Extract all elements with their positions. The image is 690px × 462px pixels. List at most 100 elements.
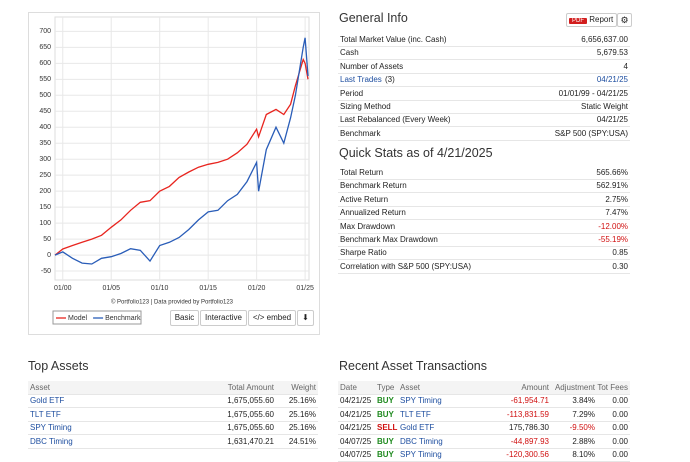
row-value: 5,679.53	[596, 48, 628, 58]
row-value: 2.75%	[605, 194, 628, 204]
x-tick-label: 01/00	[54, 285, 72, 292]
row-value: 0.85	[612, 248, 628, 258]
asset-name[interactable]: DBC Timing	[30, 436, 73, 446]
table-row: Number of Assets 4	[338, 60, 630, 74]
chart-panel	[28, 12, 320, 335]
table-row: SPY Timing 1,675,055.60 25.16%	[28, 421, 318, 436]
asset-name[interactable]: SPY Timing	[400, 396, 442, 406]
asset-name[interactable]: DBC Timing	[400, 436, 443, 446]
table-row: Cash 5,679.53	[338, 46, 630, 61]
y-tick-label: 200	[39, 188, 51, 195]
row-label: Benchmark Max Drawdown	[340, 235, 438, 244]
plot-area	[54, 16, 310, 281]
table-row: 04/21/25 SELL Gold ETF 175,786.30 -9.50% 0.00	[338, 421, 630, 436]
type: BUY	[377, 450, 394, 459]
series-line	[54, 57, 309, 256]
row-value: 01/01/99 - 04/21/25	[558, 88, 628, 98]
adjustment: 3.84%	[572, 396, 595, 406]
asset-name[interactable]: Gold ETF	[30, 396, 65, 406]
row-value: 4	[623, 61, 628, 71]
type: BUY	[377, 436, 394, 446]
date: 04/21/25	[340, 423, 372, 433]
y-tick-label: 450	[39, 108, 51, 115]
table-row: Gold ETF 1,675,055.60 25.16%	[28, 394, 318, 409]
asset-name[interactable]: SPY Timing	[30, 423, 72, 433]
type: SELL	[377, 423, 398, 433]
row-label: Benchmark	[340, 128, 381, 138]
y-tick-label: 350	[39, 140, 51, 147]
row-label: Period	[340, 88, 364, 98]
row-label: Benchmark Return	[340, 181, 407, 191]
asset-name[interactable]: Gold ETF	[400, 423, 435, 433]
table-row: 04/07/25 BUY SPY Timing -120,300.56 8.10% 0.0…	[338, 448, 630, 462]
amount: -120,300.56	[506, 450, 549, 459]
row-value[interactable]: 04/21/25	[596, 75, 628, 85]
row-label: Annualized Return	[340, 208, 406, 218]
total-fees: 0.00	[612, 436, 628, 446]
x-tick-label: 01/05	[102, 285, 120, 292]
row-label: Cash	[340, 48, 359, 58]
x-tick-label: 01/20	[248, 285, 266, 292]
adjustment: 2.88%	[572, 436, 595, 446]
table-header: Asset Total Amount Weight	[28, 381, 318, 395]
amount: -44,897.93	[510, 436, 549, 446]
row-label: Total Market Value (inc. Cash)	[340, 35, 447, 44]
x-tick-label: 01/10	[151, 285, 169, 292]
column-header: Date	[340, 383, 357, 392]
row-label: Sizing Method	[340, 102, 391, 111]
asset-name[interactable]: SPY Timing	[400, 450, 442, 459]
total-amount: 1,675,055.60	[227, 396, 274, 406]
section-title: Quick Stats as of 4/21/2025	[339, 146, 493, 160]
type: BUY	[377, 409, 394, 419]
settings-button[interactable]: ⚙	[617, 13, 632, 27]
y-tick-label: 550	[39, 76, 51, 83]
table-row: Benchmark S&P 500 (SPY:USA)	[338, 127, 630, 141]
weight: 25.16%	[288, 409, 316, 419]
table-header: Date Type Asset Amount Adjustment Tot Fees	[338, 381, 630, 395]
table-row: DBC Timing 1,631,470.21 24.51%	[28, 435, 318, 449]
row-value: 562.91%	[596, 181, 628, 191]
asset-name[interactable]: TLT ETF	[30, 409, 61, 419]
row-value: -55.19%	[598, 235, 628, 244]
chart-credit: © Portfolio123 | Data provided by Portfo…	[111, 299, 234, 306]
adjustment: 8.10%	[572, 450, 595, 459]
weight: 25.16%	[288, 396, 316, 406]
report-button[interactable]: PDF Report	[566, 13, 617, 27]
column-header: Type	[377, 383, 395, 392]
row-value: Static Weight	[581, 102, 628, 111]
section-title: Top Assets	[28, 359, 89, 373]
row-note: (3)	[385, 75, 395, 85]
row-label[interactable]: Last Trades	[340, 75, 382, 85]
row-label: Number of Assets	[340, 61, 404, 71]
total-fees: 0.00	[612, 409, 628, 419]
toolbar-button[interactable]: Basic	[170, 310, 199, 326]
row-value: 0.30	[612, 261, 628, 271]
row-label: Active Return	[340, 194, 389, 204]
weight: 24.51%	[288, 436, 316, 446]
y-tick-label: 0	[47, 252, 51, 259]
asset-name[interactable]: TLT ETF	[400, 409, 431, 419]
toolbar-button[interactable]: </> embed	[248, 310, 296, 326]
table-row: 04/07/25 BUY DBC Timing -44,897.93 2.88% 0.00	[338, 435, 630, 449]
toolbar-button[interactable]: Interactive	[200, 310, 247, 326]
total-amount: 1,675,055.60	[227, 409, 274, 419]
row-value: -12.00%	[598, 221, 628, 231]
table-row: TLT ETF 1,675,055.60 25.16%	[28, 408, 318, 422]
legend-label: Model	[68, 315, 88, 322]
date: 04/21/25	[340, 409, 372, 419]
table-row: 04/21/25 BUY SPY Timing -61,954.71 3.84% 0.00	[338, 394, 630, 409]
table-row: Total Market Value (inc. Cash) 6,656,637.…	[338, 33, 630, 47]
adjustment: 7.29%	[572, 409, 595, 419]
table-row: Last Trades (3) 04/21/25	[338, 73, 630, 88]
y-tick-label: 100	[39, 220, 51, 227]
row-label: Last Rebalanced (Every Week)	[340, 115, 451, 125]
y-tick-label: 600	[39, 60, 51, 67]
date: 04/07/25	[340, 436, 372, 446]
column-header: Weight	[291, 383, 316, 392]
weight: 25.16%	[288, 423, 316, 433]
download-button[interactable]: ⬇	[297, 310, 314, 326]
table-row: Max Drawdown -12.00%	[338, 220, 630, 234]
total-amount: 1,631,470.21	[227, 436, 274, 446]
row-label: Total Return	[340, 168, 384, 177]
